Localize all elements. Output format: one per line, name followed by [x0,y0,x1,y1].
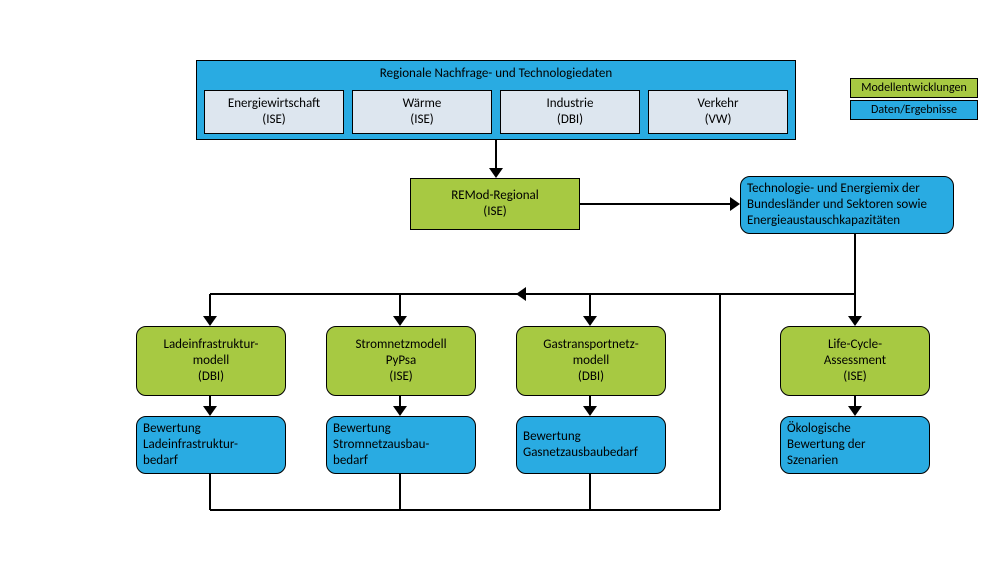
sector-org: (ISE) [410,112,433,128]
remod-org: (ISE) [483,204,506,220]
result-line: Szenarien [787,453,838,469]
sector-waerme: Wärme (ISE) [352,90,492,134]
model-line: Gastransportnetz- [543,337,638,353]
legend-data-label: Daten/Ergebnisse [871,103,957,117]
legend-data: Daten/Ergebnisse [850,100,978,120]
mix-line2: Bundesländer und Sektoren sowie [747,197,927,213]
mix-line3: Energieaustauschkapazitäten [747,213,900,229]
model-line: (DBI) [578,369,604,385]
sector-label: Industrie [546,96,593,112]
model-line: PyPsa [386,353,417,369]
model-line: modell [573,353,610,369]
model-lca: Life-Cycle- Assessment (ISE) [780,326,930,396]
sector-org: (VW) [705,112,732,128]
result-line: bedarf [333,453,368,469]
sector-label: Energiewirtschaft [228,96,320,112]
energiemix-output: Technologie- und Energiemix der Bundeslä… [740,176,954,234]
result-line: Bewertung [523,429,581,445]
mix-line1: Technologie- und Energiemix der [747,181,920,197]
result-line: Bewertung [333,421,391,437]
model-line: (ISE) [843,369,866,385]
model-gastransportnetz: Gastransportnetz- modell (DBI) [516,326,666,396]
sector-org: (DBI) [557,112,583,128]
result-line: Ladeinfrastruktur- [143,437,238,453]
sector-label: Verkehr [697,96,738,112]
header-title-text: Regionale Nachfrage- und Technologiedate… [380,66,612,82]
result-line: Gasnetzausbaubedarf [523,445,638,461]
sector-label: Wärme [403,96,442,112]
result-line: bedarf [143,453,178,469]
model-line: Ladeinfrastruktur- [163,337,258,353]
result-line: Bewertung der [787,437,866,453]
legend-models-label: Modellentwicklungen [861,81,967,95]
result-line: Stromnetzausbau- [333,437,429,453]
model-line: Life-Cycle- [828,337,882,353]
result-gasnetz: Bewertung Gasnetzausbaubedarf [516,416,666,474]
result-line: Bewertung [143,421,201,437]
model-line: modell [193,353,230,369]
sector-energiewirtschaft: Energiewirtschaft (ISE) [204,90,344,134]
sector-industrie: Industrie (DBI) [500,90,640,134]
model-line: (ISE) [389,369,412,385]
sector-verkehr: Verkehr (VW) [648,90,788,134]
result-stromnetz: Bewertung Stromnetzausbau- bedarf [326,416,476,474]
model-line: Assessment [824,353,886,369]
remod-label: REMod-Regional [451,188,538,204]
result-line: Ökologische [787,421,851,437]
header-title: Regionale Nachfrage- und Technologiedate… [197,61,795,87]
model-stromnetz: Stromnetzmodell PyPsa (ISE) [326,326,476,396]
sector-org: (ISE) [262,112,285,128]
legend-models: Modellentwicklungen [850,78,978,98]
model-ladeinfrastruktur: Ladeinfrastruktur- modell (DBI) [136,326,286,396]
result-ladeinfrastruktur: Bewertung Ladeinfrastruktur- bedarf [136,416,286,474]
remod-regional: REMod-Regional (ISE) [410,178,580,230]
model-line: (DBI) [198,369,224,385]
result-lca: Ökologische Bewertung der Szenarien [780,416,930,474]
model-line: Stromnetzmodell [355,337,446,353]
